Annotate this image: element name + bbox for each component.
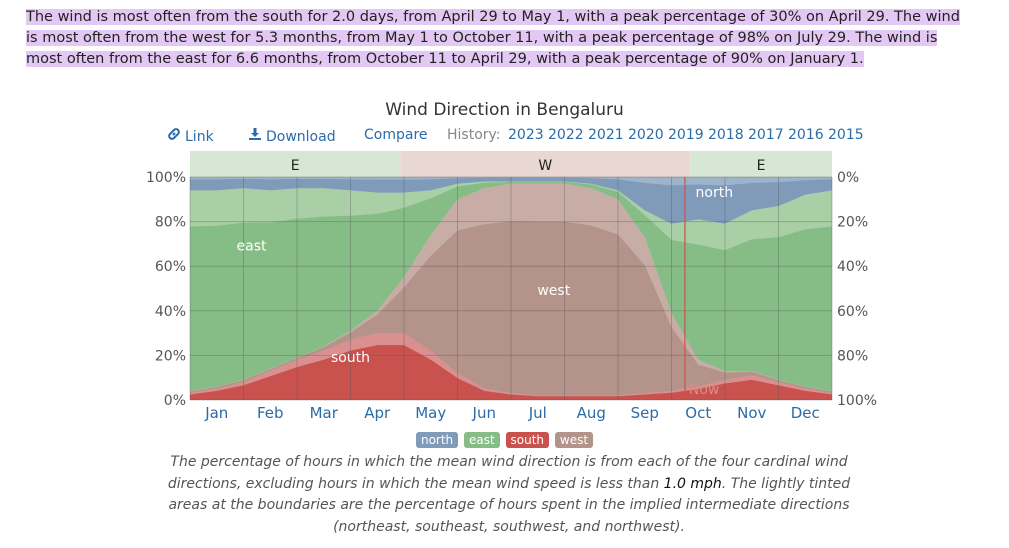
download-label: Download [266,129,336,145]
area-tint-north [190,177,832,186]
y-tick-right-3: 40% [837,259,868,275]
y-tick-left-2: 40% [155,304,186,320]
y-tick-left-0: 0% [164,393,186,409]
legend-north: north [415,432,459,448]
y-tick-left-1: 20% [155,348,186,364]
x-tick-nov: Nov [737,404,766,422]
history-year-2019[interactable]: 2019 [668,127,704,143]
history-year-2018[interactable]: 2018 [708,127,744,143]
history-year-2016[interactable]: 2016 [788,127,824,143]
legend-west: west [554,432,594,448]
y-tick-left-5: 100% [146,170,186,186]
y-tick-right-4: 20% [837,215,868,231]
area-label-east: east [237,239,267,255]
x-tick-mar: Mar [310,404,339,422]
link-button[interactable]: Link [166,127,214,145]
history-label: History: [447,127,501,143]
y-tick-right-1: 80% [837,348,868,364]
x-tick-apr: Apr [364,404,391,422]
legend-east: east [464,432,500,448]
area-north [190,177,832,224]
dominant-band-1 [400,151,691,177]
x-tick-feb: Feb [257,404,284,422]
area-tint-south [190,333,832,397]
dominant-band-label-2: E [757,158,766,174]
history-year-2021[interactable]: 2021 [588,127,624,143]
area-label-south: south [331,350,370,366]
legend-south: south [505,432,550,448]
history-year-2022[interactable]: 2022 [548,127,584,143]
link-icon [166,127,182,145]
history-year-2023[interactable]: 2023 [508,127,544,143]
history-year-2020[interactable]: 2020 [628,127,664,143]
now-label: Now [689,382,720,398]
dominant-band-label-0: E [291,158,300,174]
chart-caption: The percentage of hours in which the mea… [164,452,854,538]
y-tick-left-3: 60% [155,259,186,275]
summary-highlight: The wind is most often from the south fo… [26,9,960,67]
chart-title: Wind Direction in Bengaluru [385,100,624,120]
download-icon [247,127,263,145]
y-tick-right-2: 60% [837,304,868,320]
dominant-band-label-1: W [538,158,552,174]
link-label: Link [185,129,214,145]
x-tick-jun: Jun [472,404,496,422]
x-tick-sep: Sep [631,404,659,422]
caption-part1: The percentage of hours in which the mea… [167,454,848,492]
x-tick-aug: Aug [577,404,606,422]
history-year-2017[interactable]: 2017 [748,127,784,143]
x-tick-dec: Dec [791,404,820,422]
x-tick-may: May [415,404,446,422]
caption-speed: 1.0 mph [663,475,722,492]
compare-button[interactable]: Compare [364,127,428,143]
dominant-band-0 [190,151,401,177]
y-tick-right-0: 100% [837,393,877,409]
y-tick-right-5: 0% [837,170,859,186]
area-label-west: west [537,283,570,299]
chart-legend: north east south west [0,432,1009,448]
history-year-2015[interactable]: 2015 [828,127,864,143]
y-tick-left-4: 80% [155,215,186,231]
download-button[interactable]: Download [247,127,336,145]
caption-part2: . The lightly tinted areas at the bounda… [168,475,851,535]
summary-text: The wind is most often from the south fo… [26,7,976,70]
area-west [190,183,832,396]
x-tick-oct: Oct [685,404,711,422]
x-tick-jan: Jan [204,404,228,422]
dominant-band-2 [690,151,832,177]
x-tick-jul: Jul [528,404,547,422]
area-tint-east [190,181,832,251]
area-label-north: north [696,185,734,201]
